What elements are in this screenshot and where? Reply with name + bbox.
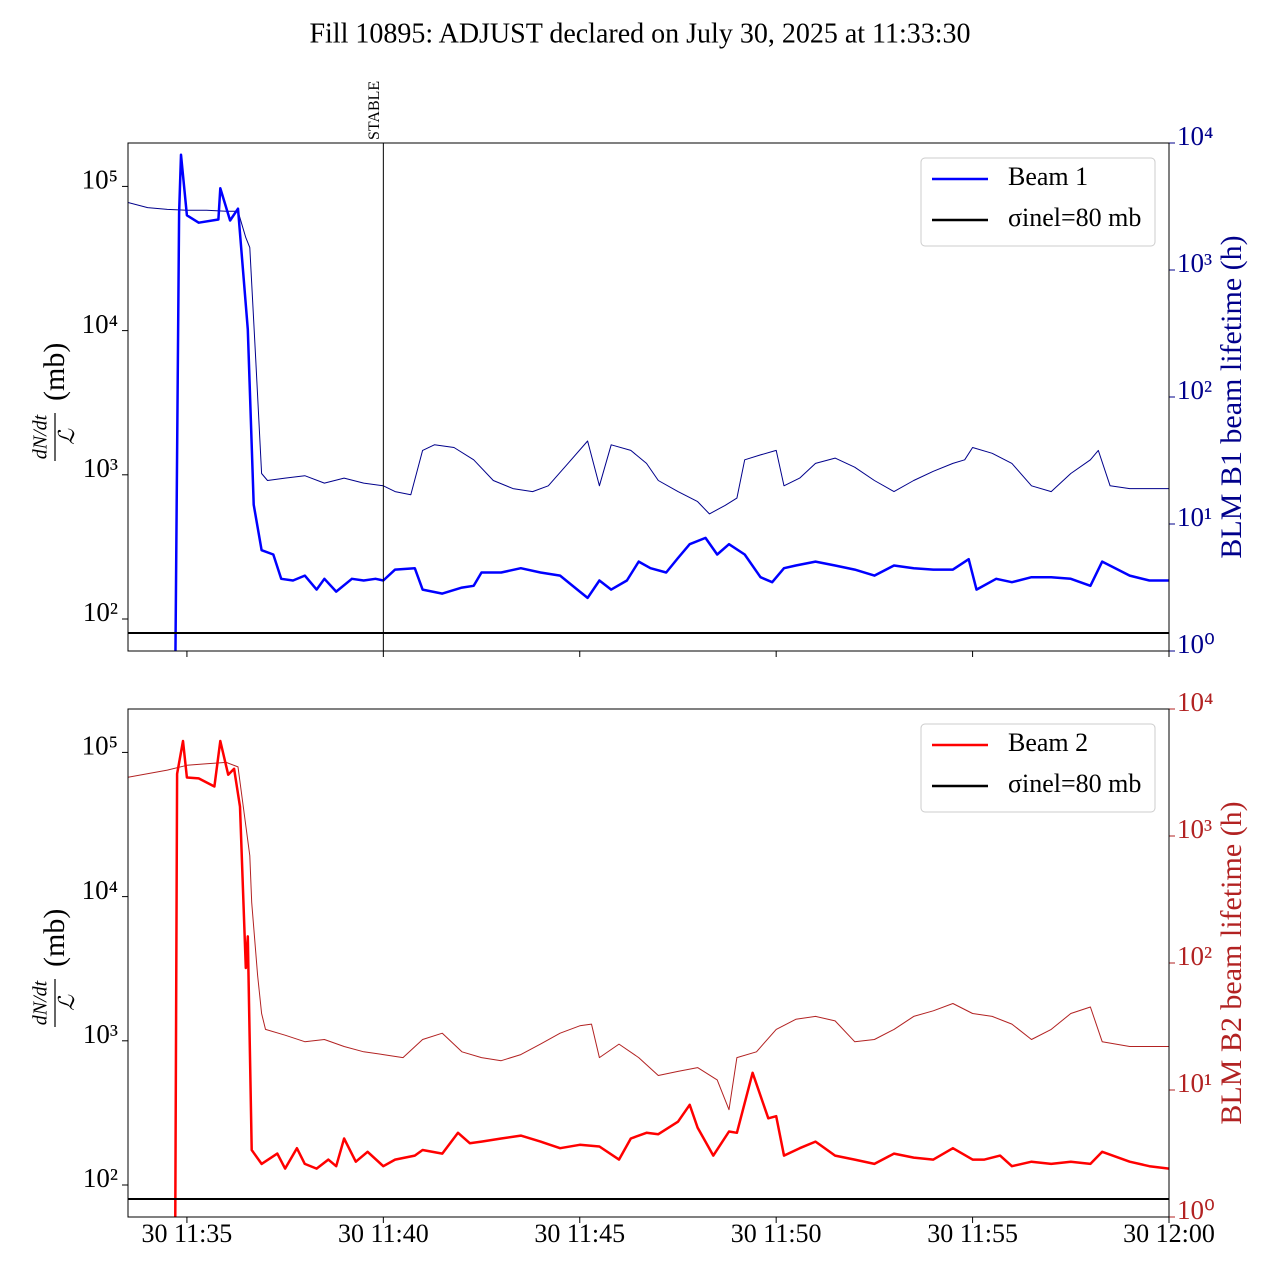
plot-area — [128, 739, 1169, 1217]
data-line — [128, 761, 1169, 1111]
y2-tick-label: 10³ — [1177, 248, 1212, 278]
axes-frame — [127, 708, 1170, 1218]
legend-label: Beam 1 — [1008, 162, 1088, 191]
x-tick-label: 30 11:45 — [534, 1219, 625, 1248]
y2-tick-label: 10⁰ — [1177, 1195, 1215, 1225]
y-label-numerator: dN/dt — [30, 414, 52, 459]
data-line — [174, 153, 1169, 651]
y-tick-label: 10⁵ — [82, 731, 118, 761]
data-line — [174, 739, 1169, 1217]
x-tick-label: 30 11:50 — [731, 1219, 822, 1248]
legend-label: Beam 2 — [1008, 728, 1088, 757]
legend-label: σinel=80 mb — [1008, 769, 1141, 798]
y2-tick-label: 10² — [1177, 375, 1212, 405]
y2-tick-label: 10¹ — [1177, 1068, 1212, 1098]
plot-area — [128, 153, 1169, 651]
y-axis-label: dN/dt ℒ (mb) — [30, 909, 79, 1027]
y-tick-label: 10³ — [83, 1019, 118, 1049]
data-line — [128, 202, 1169, 515]
y-tick-label: 10² — [83, 597, 118, 627]
y-tick-label: 10⁴ — [82, 875, 118, 905]
y2-tick-label: 10³ — [1177, 814, 1212, 844]
y-label-unit: (mb) — [38, 909, 71, 967]
y-label-denominator: ℒ — [54, 994, 79, 1011]
y2-axis-label: BLM B1 beam lifetime (h) — [1215, 235, 1248, 558]
x-tick-label: 30 11:40 — [338, 1219, 429, 1248]
y-axis-label: dN/dt ℒ (mb) — [30, 343, 79, 461]
y2-tick-label: 10⁴ — [1177, 121, 1213, 151]
y2-tick-label: 10⁴ — [1177, 687, 1213, 717]
y-tick-label: 10⁵ — [82, 165, 118, 195]
x-tick-label: 30 11:55 — [927, 1219, 1018, 1248]
x-tick-label: 30 11:35 — [142, 1219, 233, 1248]
y-tick-label: 10⁴ — [82, 309, 118, 339]
y-tick-label: 10³ — [83, 453, 118, 483]
y-label-denominator: ℒ — [54, 428, 79, 445]
figure-title: Fill 10895: ADJUST declared on July 30, … — [309, 18, 970, 49]
y2-tick-label: 10² — [1177, 941, 1212, 971]
y2-tick-label: 10⁰ — [1177, 629, 1215, 659]
y-label-numerator: dN/dt — [30, 980, 52, 1025]
x-tick-label: 30 12:00 — [1123, 1219, 1215, 1248]
y2-axis-label: BLM B2 beam lifetime (h) — [1215, 801, 1248, 1124]
y-tick-label: 10² — [83, 1163, 118, 1193]
event-label: STABLE — [366, 81, 383, 140]
y2-tick-label: 10¹ — [1177, 502, 1212, 532]
axes-frame — [127, 142, 1170, 652]
legend-label: σinel=80 mb — [1008, 203, 1141, 232]
y-label-unit: (mb) — [38, 343, 71, 401]
